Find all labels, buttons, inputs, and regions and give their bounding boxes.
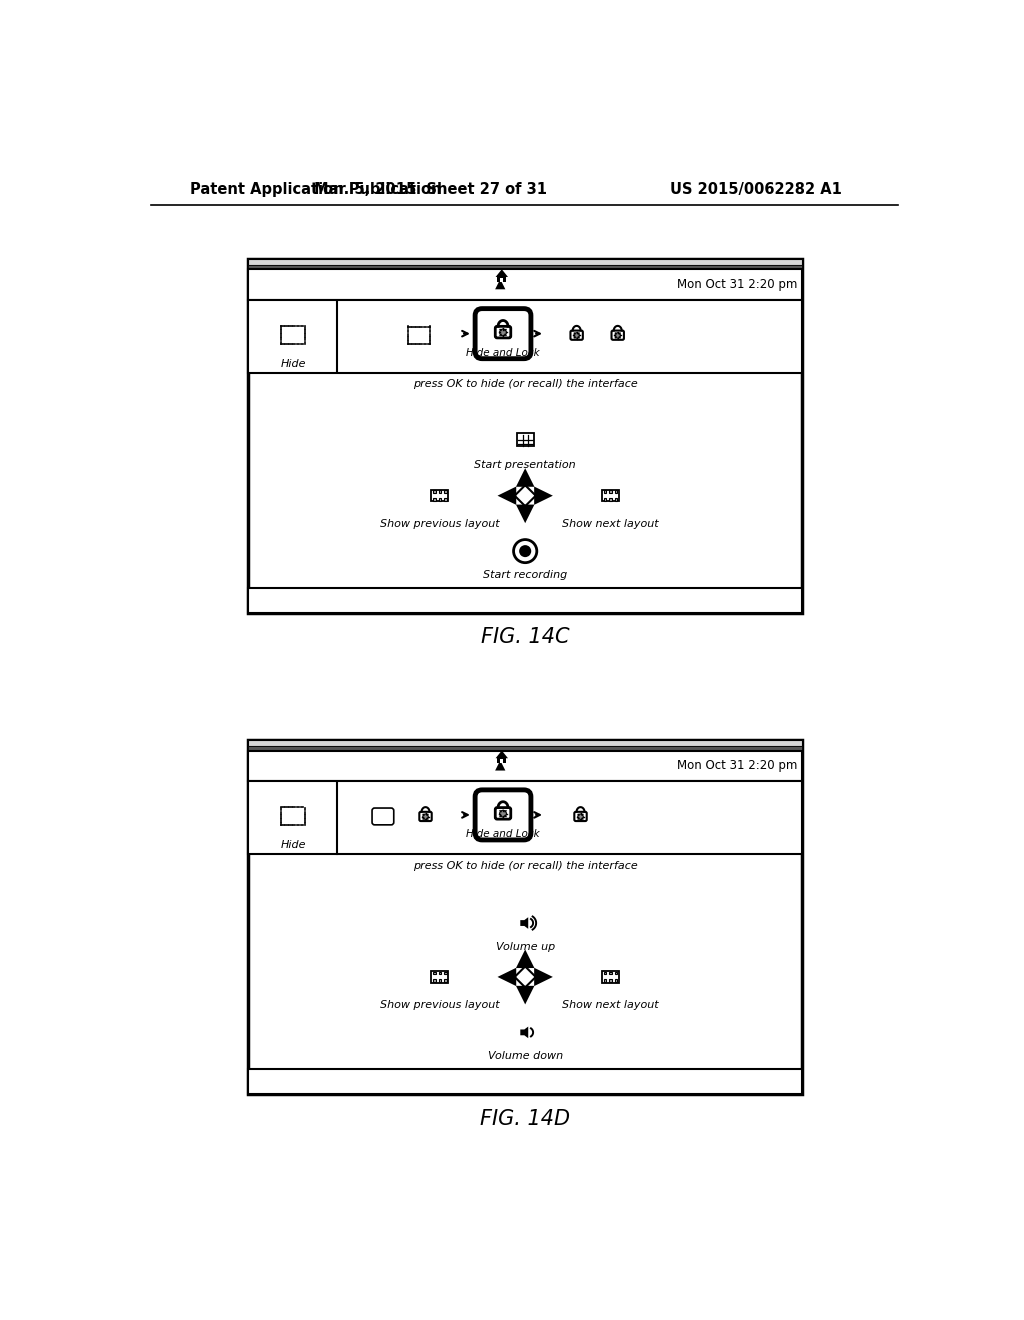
Bar (433, 491, 436, 494)
Bar (444, 972, 446, 974)
Polygon shape (516, 949, 535, 968)
Bar (438, 491, 441, 494)
Polygon shape (535, 487, 553, 504)
Bar (604, 972, 606, 974)
Bar (248, 751, 802, 781)
Text: Hide and Lock: Hide and Lock (466, 348, 540, 358)
Bar (433, 498, 436, 500)
Polygon shape (498, 487, 516, 504)
Text: press OK to hide (or recall) the interface: press OK to hide (or recall) the interfa… (413, 379, 638, 389)
Polygon shape (515, 966, 536, 987)
Text: Start recording: Start recording (483, 570, 567, 579)
Bar (248, 269, 802, 300)
Text: Start presentation: Start presentation (474, 461, 575, 470)
Circle shape (423, 814, 428, 820)
Bar (444, 979, 446, 982)
Bar (248, 739, 802, 1094)
FancyBboxPatch shape (574, 812, 587, 821)
Bar (248, 300, 802, 374)
Bar (614, 979, 617, 982)
Bar (431, 972, 449, 982)
Text: FIG. 14C: FIG. 14C (481, 627, 569, 647)
Text: Show next layout: Show next layout (562, 1001, 658, 1010)
Text: Volume up: Volume up (496, 941, 555, 952)
Bar (248, 739, 802, 746)
Text: FIG. 14D: FIG. 14D (480, 1109, 570, 1129)
Bar (497, 756, 507, 763)
Text: Mar. 5, 2015  Sheet 27 of 31: Mar. 5, 2015 Sheet 27 of 31 (313, 182, 547, 197)
Bar (501, 759, 504, 763)
Bar (248, 781, 802, 854)
Text: Show next layout: Show next layout (562, 519, 658, 529)
FancyBboxPatch shape (611, 330, 624, 339)
Text: US 2015/0062282 A1: US 2015/0062282 A1 (671, 182, 843, 197)
Text: Show previous layout: Show previous layout (380, 519, 500, 529)
Bar (602, 972, 618, 982)
Text: Show previous layout: Show previous layout (380, 1001, 500, 1010)
Bar (602, 490, 618, 502)
Bar (248, 589, 802, 612)
Polygon shape (535, 968, 553, 986)
Text: Mon Oct 31 2:20 pm: Mon Oct 31 2:20 pm (677, 279, 798, 292)
Bar (609, 972, 611, 974)
Bar (444, 491, 446, 494)
Polygon shape (515, 486, 536, 506)
Text: press OK to hide (or recall) the interface: press OK to hide (or recall) the interfa… (413, 861, 638, 871)
Bar (438, 972, 441, 974)
Circle shape (519, 545, 531, 557)
FancyBboxPatch shape (419, 812, 432, 821)
Polygon shape (496, 760, 506, 771)
Bar (438, 498, 441, 500)
FancyBboxPatch shape (496, 326, 511, 338)
FancyBboxPatch shape (475, 789, 530, 840)
Bar (609, 491, 611, 494)
Text: Patent Application Publication: Patent Application Publication (190, 182, 441, 197)
Bar (248, 259, 802, 264)
Text: Hide: Hide (281, 359, 306, 368)
Bar (431, 490, 449, 502)
Bar (604, 498, 606, 500)
Bar (248, 265, 802, 269)
Bar (604, 491, 606, 494)
Circle shape (615, 333, 621, 338)
Circle shape (500, 810, 507, 817)
Bar (444, 498, 446, 500)
Bar (433, 972, 436, 974)
Text: Hide and Lock: Hide and Lock (466, 829, 540, 840)
Bar (609, 498, 611, 500)
Bar (609, 979, 611, 982)
Polygon shape (516, 469, 535, 487)
Bar (248, 746, 802, 751)
Bar (438, 979, 441, 982)
Polygon shape (498, 968, 516, 986)
Bar (614, 498, 617, 500)
FancyBboxPatch shape (496, 808, 511, 820)
Bar (497, 276, 507, 281)
Circle shape (578, 814, 584, 820)
Polygon shape (496, 751, 508, 758)
Bar (614, 491, 617, 494)
Bar (248, 1069, 802, 1094)
Circle shape (573, 333, 580, 338)
Text: Mon Oct 31 2:20 pm: Mon Oct 31 2:20 pm (677, 759, 798, 772)
Polygon shape (520, 917, 528, 929)
Bar (248, 259, 802, 612)
Bar (604, 979, 606, 982)
Polygon shape (516, 986, 535, 1005)
Circle shape (500, 329, 507, 335)
Text: Volume down: Volume down (487, 1051, 563, 1061)
Bar (614, 972, 617, 974)
Bar (517, 433, 534, 446)
FancyBboxPatch shape (570, 330, 583, 339)
Polygon shape (516, 504, 535, 523)
Bar (501, 277, 504, 281)
FancyBboxPatch shape (372, 808, 394, 825)
Polygon shape (496, 269, 508, 277)
Text: Hide: Hide (281, 840, 306, 850)
Polygon shape (520, 1027, 528, 1039)
FancyBboxPatch shape (475, 309, 530, 359)
Polygon shape (496, 279, 506, 289)
Bar (433, 979, 436, 982)
Circle shape (514, 540, 537, 562)
